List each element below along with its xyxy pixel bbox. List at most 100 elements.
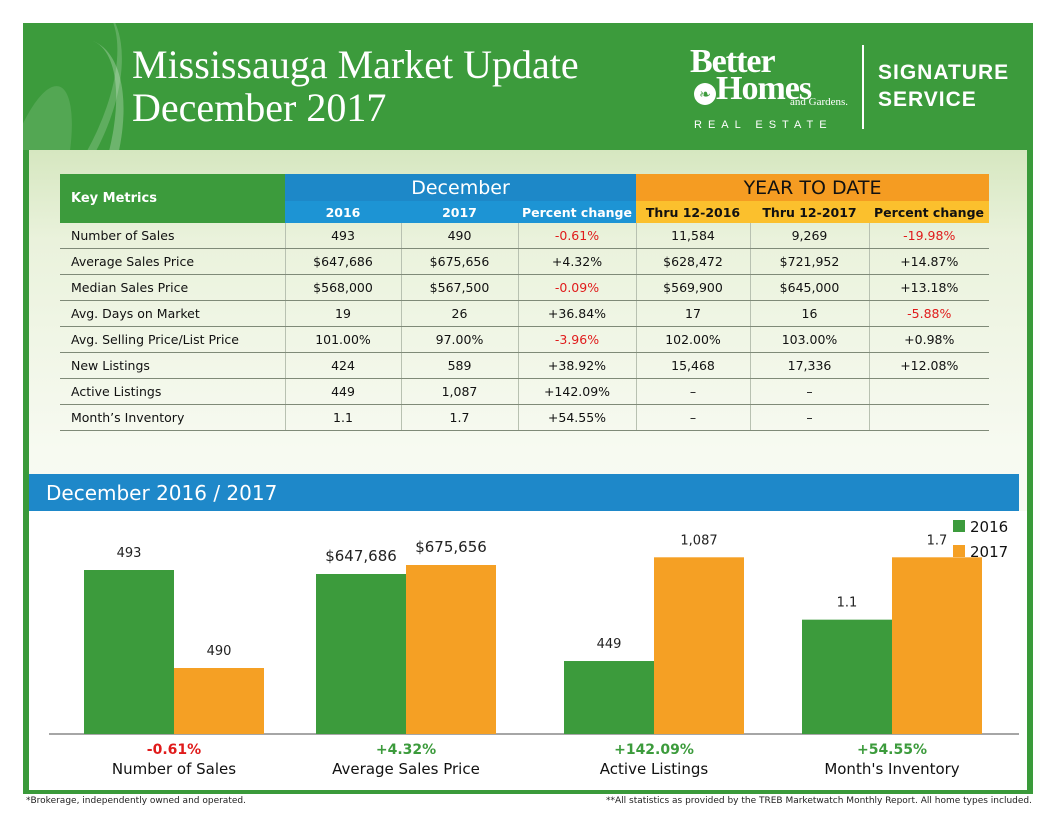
data-label-2017: 490 xyxy=(207,644,232,659)
table-cell: 424 xyxy=(284,352,401,379)
signature-line-2: SERVICE xyxy=(878,88,977,111)
data-label-2016: 1.1 xyxy=(837,596,858,611)
table-cell: 101.00% xyxy=(284,326,401,353)
table-cell: +38.92% xyxy=(517,352,636,379)
legend-label-2016: 2016 xyxy=(970,518,1008,536)
table-cell xyxy=(868,378,990,405)
table-cell: 589 xyxy=(400,352,518,379)
column-header: 2016 xyxy=(285,201,401,223)
legend-label-2017: 2017 xyxy=(970,543,1008,561)
bar-2016 xyxy=(316,574,406,734)
table-cell: +36.84% xyxy=(517,300,636,327)
legend-swatch-2017 xyxy=(953,545,965,557)
footer-left-note: *Brokerage, independently owned and oper… xyxy=(26,796,246,806)
table-cell: $645,000 xyxy=(749,274,869,301)
column-header: Percent change xyxy=(518,201,636,223)
table-cell: 490 xyxy=(400,223,518,249)
signature-line-1: SIGNATURE xyxy=(878,61,1010,84)
table-cell: – xyxy=(635,378,750,405)
table-cell: 1.7 xyxy=(400,404,518,431)
row-label: Median Sales Price xyxy=(60,274,285,301)
table-row: Number of Sales 493 490 -0.61% 11,584 9,269 -1… xyxy=(60,223,990,249)
table-cell: $628,472 xyxy=(635,248,750,275)
data-label-2016: 493 xyxy=(117,546,142,561)
page-title: Mississauga Market Update xyxy=(132,42,579,87)
table-cell xyxy=(868,404,990,431)
header-divider xyxy=(862,45,864,129)
table-row: Median Sales Price $568,000 $567,500 -0.09%… xyxy=(60,274,990,301)
percent-change-label: +54.55% xyxy=(857,742,927,758)
bar-2017 xyxy=(654,557,744,734)
table-row: Avg. Days on Market 19 26 +36.84% 17 16 -5.88% xyxy=(60,300,990,327)
table-cell: 9,269 xyxy=(749,223,869,249)
table-cell: -0.61% xyxy=(517,223,636,249)
table-cell: 26 xyxy=(400,300,518,327)
footer-right-note: **All statistics as provided by the TREB… xyxy=(606,796,1032,806)
table-cell: $675,656 xyxy=(400,248,518,275)
table-row: New Listings 424 589 +38.92% 15,468 17,336 +12… xyxy=(60,352,990,379)
bar-2017 xyxy=(174,668,264,734)
row-label: Active Listings xyxy=(60,378,285,405)
row-label: Month’s Inventory xyxy=(60,404,285,431)
table-cell: 16 xyxy=(749,300,869,327)
header-banner xyxy=(23,23,1033,150)
leaf-icon: ❧ xyxy=(694,83,716,105)
table-cell: -19.98% xyxy=(868,223,990,249)
percent-change-label: -0.61% xyxy=(147,742,201,758)
brand-and-gardens: and Gardens. xyxy=(790,96,849,108)
table-row: Active Listings 449 1,087 +142.09% – – xyxy=(60,378,990,405)
table-cell: 1.1 xyxy=(284,404,401,431)
column-header: Percent change xyxy=(869,201,990,223)
table-row: Month’s Inventory 1.1 1.7 +54.55% – – xyxy=(60,404,990,431)
data-label-2017: 1.7 xyxy=(927,533,948,548)
table-cell: – xyxy=(749,378,869,405)
table-cell: 1,087 xyxy=(400,378,518,405)
row-label: Number of Sales xyxy=(60,223,285,249)
comparison-chart: 493 490 -0.61% Number of Sales $647,686 $675,… xyxy=(29,511,1027,790)
table-cell: 11,584 xyxy=(635,223,750,249)
table-cell: $568,000 xyxy=(284,274,401,301)
table-cell: 449 xyxy=(284,378,401,405)
bar-2016 xyxy=(84,570,174,734)
row-label: Avg. Days on Market xyxy=(60,300,285,327)
table-cell: +4.32% xyxy=(517,248,636,275)
table-cell: +14.87% xyxy=(868,248,990,275)
table-cell: 15,468 xyxy=(635,352,750,379)
table-cell: -0.09% xyxy=(517,274,636,301)
table-cell: 17 xyxy=(635,300,750,327)
row-label: Average Sales Price xyxy=(60,248,285,275)
chart-svg: 493 490 -0.61% Number of Sales $647,686 $675,… xyxy=(49,518,1019,778)
table-cell: 102.00% xyxy=(635,326,750,353)
bar-2017 xyxy=(892,557,982,734)
category-label: Month's Inventory xyxy=(824,760,959,778)
table-cell: $721,952 xyxy=(749,248,869,275)
ytd-header: YEAR TO DATE xyxy=(636,174,990,201)
row-label: Avg. Selling Price/List Price xyxy=(60,326,285,353)
table-cell: -5.88% xyxy=(868,300,990,327)
key-metrics-table: Key Metrics December YEAR TO DATE 2016 2… xyxy=(60,174,990,431)
table-cell: 17,336 xyxy=(749,352,869,379)
bar-2016 xyxy=(564,661,654,734)
category-label: Active Listings xyxy=(600,760,709,778)
legend-swatch-2016 xyxy=(953,520,965,532)
table-cell: $567,500 xyxy=(400,274,518,301)
table-cell: -3.96% xyxy=(517,326,636,353)
brand-real-estate: REAL ESTATE xyxy=(694,119,833,131)
data-label-2016: 449 xyxy=(597,637,622,652)
column-header: Thru 12-2016 xyxy=(636,201,750,223)
bar-2017 xyxy=(406,565,496,734)
table-row: Average Sales Price $647,686 $675,656 +4.32… xyxy=(60,248,990,275)
table-row: Avg. Selling Price/List Price 101.00% 97.0… xyxy=(60,326,990,353)
brand-homes: Homes xyxy=(716,70,812,107)
percent-change-label: +4.32% xyxy=(376,742,436,758)
key-metrics-header: Key Metrics xyxy=(60,174,285,223)
category-label: Number of Sales xyxy=(112,760,236,778)
chart-section-header: December 2016 / 2017 xyxy=(29,474,1019,511)
brand-better: Better xyxy=(690,43,776,80)
table-cell: +12.08% xyxy=(868,352,990,379)
column-header: Thru 12-2017 xyxy=(750,201,869,223)
chart-section-title: December 2016 / 2017 xyxy=(46,481,278,505)
row-label: New Listings xyxy=(60,352,285,379)
bar-2016 xyxy=(802,619,892,734)
table-cell: 103.00% xyxy=(749,326,869,353)
